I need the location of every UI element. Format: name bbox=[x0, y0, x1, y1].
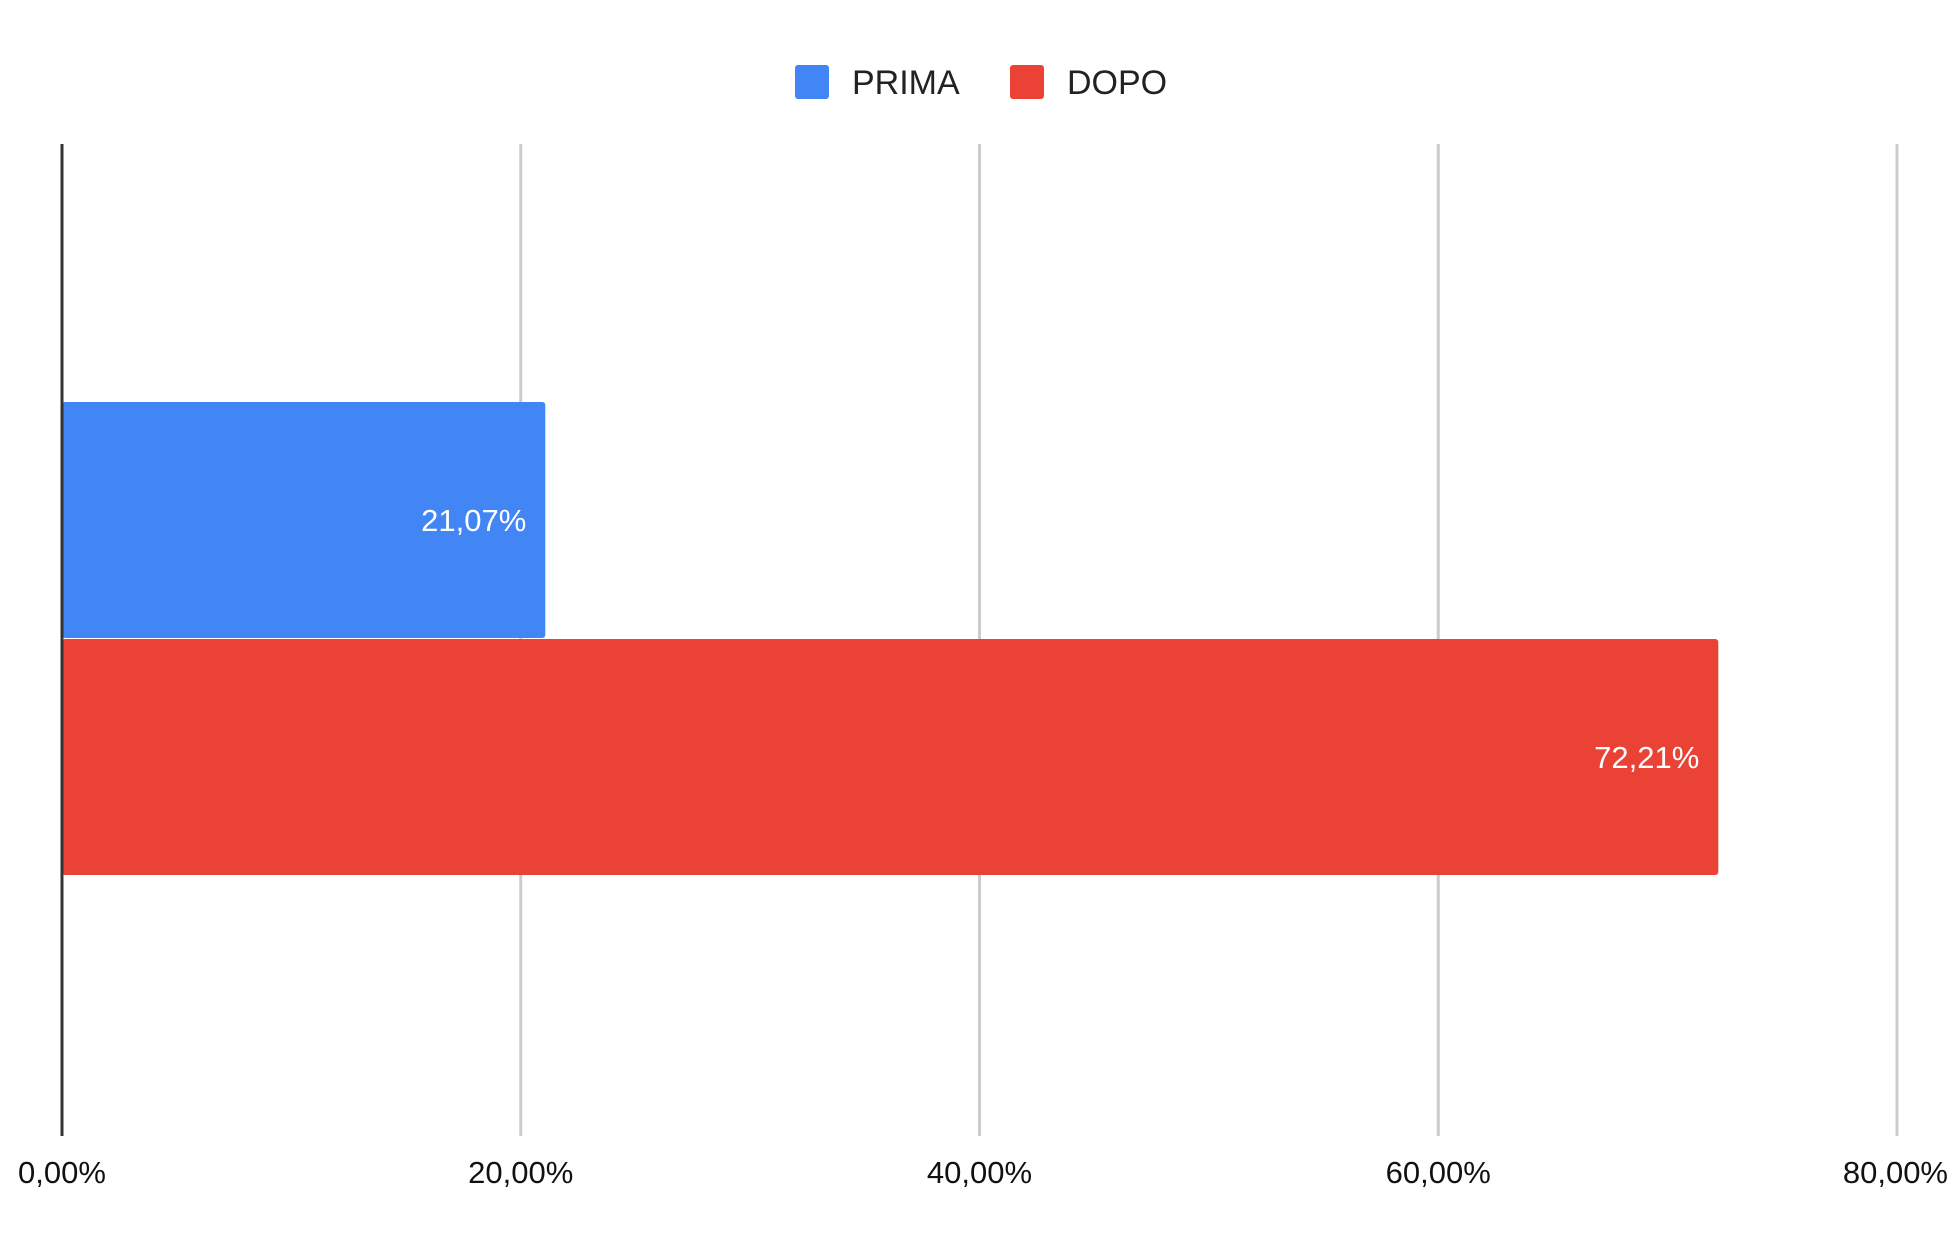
data-label-prima: 21,07% bbox=[421, 503, 526, 538]
legend-label-dopo: DOPO bbox=[1067, 64, 1167, 102]
bar-prima bbox=[62, 402, 546, 638]
x-tick-label: 40,00% bbox=[927, 1155, 1032, 1190]
legend-label-prima: PRIMA bbox=[852, 64, 960, 102]
x-axis-ticks: 0,00% 20,00% 40,00% 60,00% 80,00% bbox=[18, 1155, 1948, 1190]
x-tick-label: 0,00% bbox=[18, 1155, 106, 1190]
chart-legend: PRIMA DOPO bbox=[795, 64, 1167, 102]
legend-swatch-prima bbox=[795, 65, 829, 99]
x-tick-label: 60,00% bbox=[1386, 1155, 1491, 1190]
bar-dopo bbox=[62, 639, 1719, 875]
legend-swatch-dopo bbox=[1010, 65, 1044, 99]
x-tick-label: 80,00% bbox=[1843, 1155, 1948, 1190]
x-tick-label: 20,00% bbox=[468, 1155, 573, 1190]
chart-bars: 21,07% 72,21% bbox=[62, 402, 1719, 875]
data-label-dopo: 72,21% bbox=[1594, 740, 1699, 775]
